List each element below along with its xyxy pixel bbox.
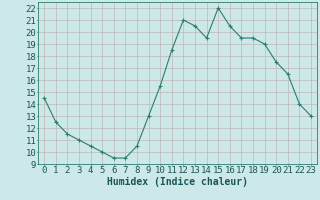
X-axis label: Humidex (Indice chaleur): Humidex (Indice chaleur) (107, 176, 248, 187)
